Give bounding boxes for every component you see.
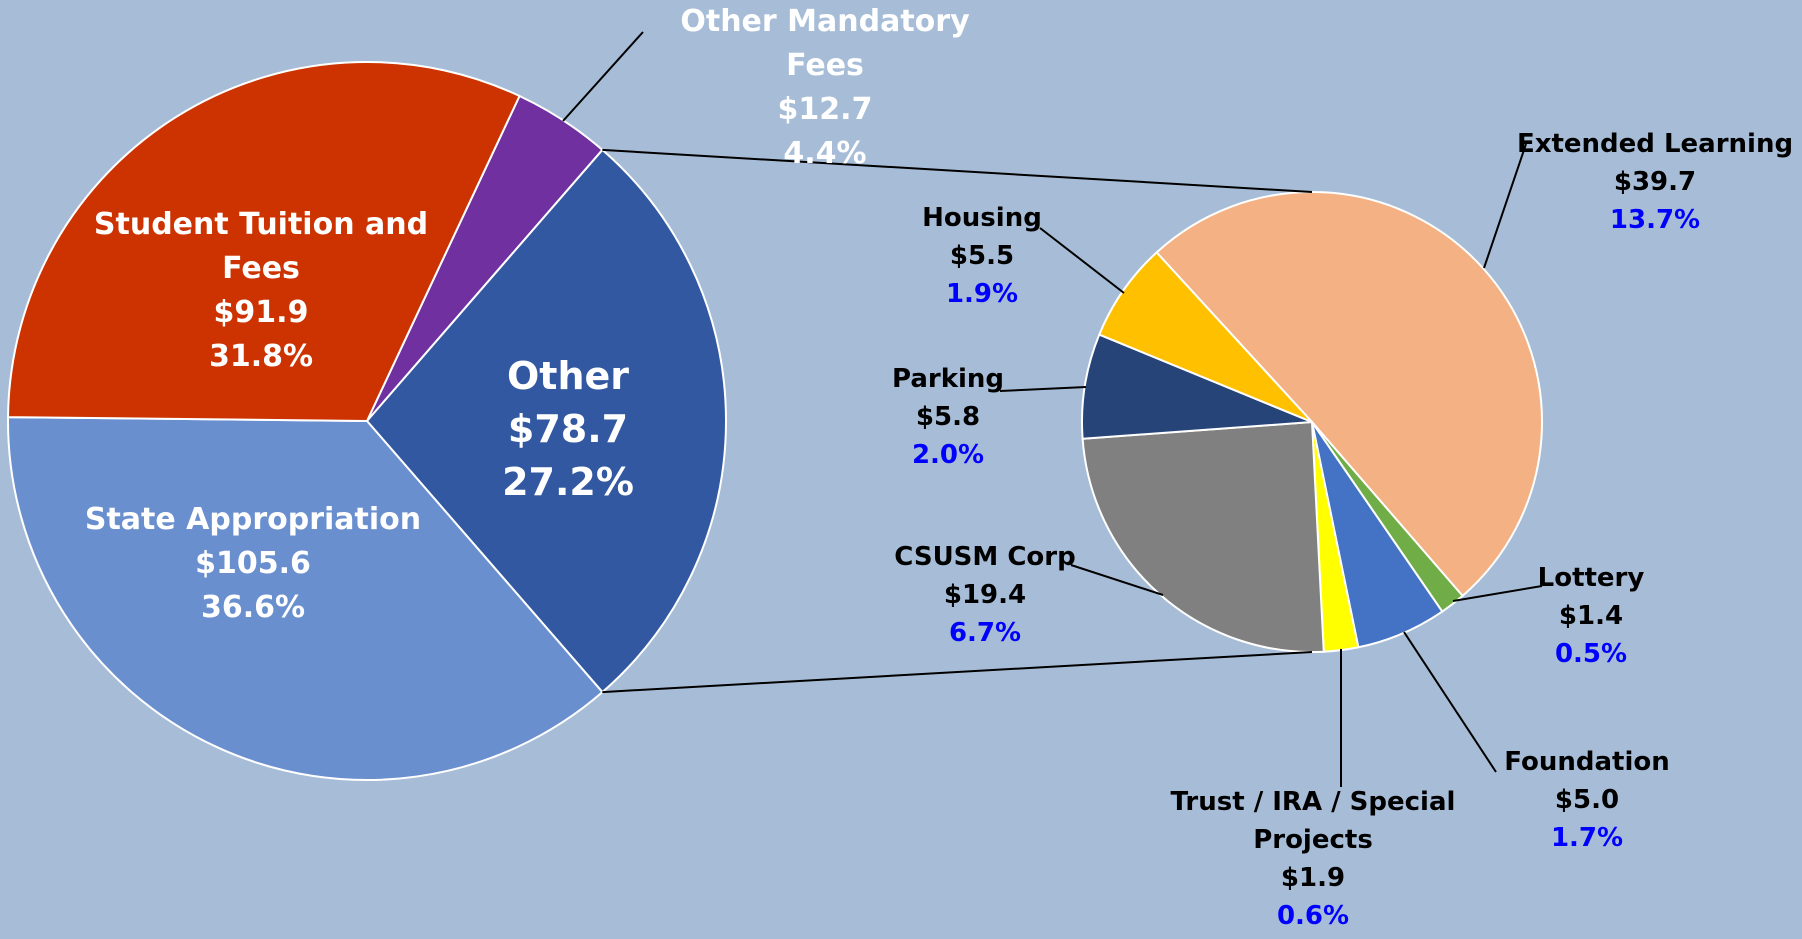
sub-pie-slice [1081, 333, 1313, 440]
leader-line [562, 31, 644, 122]
leader-line [1403, 631, 1497, 773]
label-name: Lottery [1537, 563, 1645, 593]
pie-slice [365, 148, 727, 694]
pie-slice [7, 61, 521, 423]
data-label: Other Mandatory Fees $12.7 4.4% [655, 0, 995, 176]
data-label: Parking $5.8 2.0% [803, 360, 1093, 474]
leader-line [1452, 585, 1543, 602]
label-name: Other Mandatory Fees [680, 4, 970, 83]
label-name: State Appropriation [84, 502, 422, 537]
label-name: Parking [891, 364, 1005, 394]
data-label: Lottery $1.4 0.5% [1446, 559, 1736, 673]
connector-line [602, 148, 1313, 193]
label-name: Foundation [1504, 747, 1670, 777]
leader-line [1070, 564, 1164, 596]
data-label: Student Tuition and Fees $91.9 31.8% [91, 203, 431, 379]
leader-line [999, 386, 1087, 392]
data-label: Housing $5.5 1.9% [837, 199, 1127, 313]
label-name: Other [506, 354, 630, 398]
data-label: CSUSM Corp $19.4 6.7% [840, 538, 1130, 652]
label-share: 0.6% [1276, 901, 1350, 931]
sub-pie-slice [1097, 251, 1313, 423]
label-value: $1.9 [1280, 863, 1346, 893]
label-share: 31.8% [208, 339, 314, 374]
label-name: Extended Learning [1516, 129, 1794, 159]
label-share: 2.0% [911, 440, 985, 470]
leader-line [1483, 143, 1527, 269]
label-name: Student Tuition and Fees [93, 207, 429, 286]
label-share: 36.6% [200, 590, 306, 625]
data-label: State Appropriation $105.6 36.6% [83, 498, 423, 630]
label-share: 6.7% [948, 618, 1022, 648]
label-value: $5.5 [949, 241, 1015, 271]
data-label: Extended Learning $39.7 13.7% [1510, 125, 1800, 239]
label-share: 1.7% [1550, 823, 1624, 853]
label-value: $5.8 [915, 402, 981, 432]
label-value: $78.7 [507, 407, 629, 451]
label-share: 13.7% [1609, 205, 1701, 235]
data-label: Foundation $5.0 1.7% [1442, 743, 1732, 857]
pie-slice [7, 416, 604, 781]
label-value: $12.7 [777, 92, 873, 127]
label-value: $5.0 [1554, 785, 1620, 815]
label-share: 4.4% [783, 136, 867, 171]
data-label: Other $78.7 27.2% [438, 350, 698, 509]
label-name: Trust / IRA / Special Projects [1170, 787, 1456, 855]
data-label: Trust / IRA / Special Projects $1.9 0.6% [1168, 783, 1458, 935]
label-value: $39.7 [1613, 167, 1697, 197]
label-name: CSUSM Corp [894, 542, 1076, 572]
sub-pie-slice [1155, 191, 1543, 598]
connector-line [602, 651, 1313, 694]
label-share: 0.5% [1554, 639, 1628, 669]
label-value: $91.9 [213, 295, 309, 330]
label-value: $1.4 [1558, 601, 1624, 631]
label-value: $105.6 [195, 546, 311, 581]
label-name: Housing [922, 203, 1042, 233]
leader-line [1039, 227, 1125, 294]
label-share: 27.2% [502, 460, 634, 504]
label-share: 1.9% [945, 279, 1019, 309]
label-value: $19.4 [943, 580, 1027, 610]
